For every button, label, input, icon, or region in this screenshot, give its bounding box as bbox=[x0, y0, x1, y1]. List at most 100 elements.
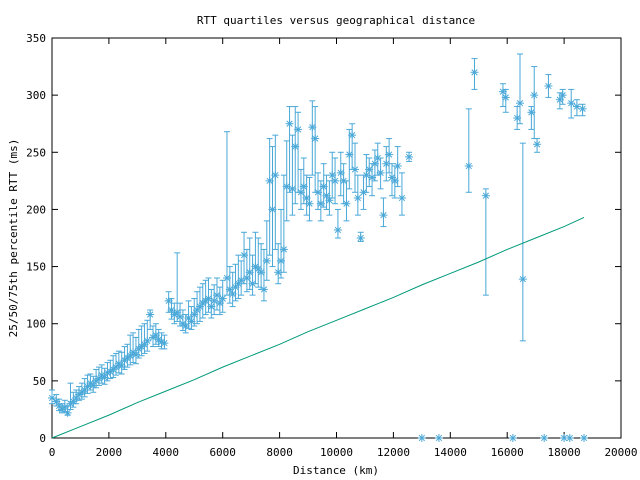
error-bar bbox=[223, 131, 230, 296]
median-point bbox=[518, 275, 527, 284]
median-point bbox=[516, 99, 525, 108]
median-point bbox=[311, 134, 320, 143]
y-tick-label: 100 bbox=[26, 318, 46, 331]
x-tick-label: 16000 bbox=[491, 446, 524, 459]
median-point bbox=[305, 199, 314, 208]
error-bar bbox=[275, 243, 282, 285]
error-bar bbox=[266, 138, 273, 256]
error-bar bbox=[280, 174, 287, 273]
median-point bbox=[245, 268, 254, 277]
zero-point bbox=[434, 434, 443, 442]
median-point bbox=[405, 152, 414, 161]
median-point bbox=[481, 191, 490, 200]
y-tick-label: 200 bbox=[26, 203, 46, 216]
y-tick-label: 250 bbox=[26, 146, 46, 159]
error-bar bbox=[519, 142, 526, 342]
median-point bbox=[225, 285, 234, 294]
y-axis-label: 25/50/75th percentile RTT (ms) bbox=[7, 139, 20, 338]
error-bar bbox=[138, 325, 145, 357]
error-bar bbox=[306, 176, 313, 222]
median-point bbox=[578, 104, 587, 113]
y-tick-label: 50 bbox=[33, 375, 46, 388]
x-tick-label: 10000 bbox=[320, 446, 353, 459]
median-point bbox=[160, 339, 169, 348]
median-point bbox=[237, 276, 246, 285]
median-point bbox=[48, 394, 56, 402]
median-point bbox=[331, 176, 340, 185]
median-point bbox=[385, 150, 394, 159]
median-point bbox=[336, 168, 345, 177]
error-bar bbox=[517, 53, 524, 125]
error-bar bbox=[286, 106, 293, 193]
median-point bbox=[285, 119, 294, 128]
median-point bbox=[308, 123, 317, 132]
zero-point bbox=[540, 434, 549, 442]
y-tick-label: 150 bbox=[26, 261, 46, 274]
error-bar bbox=[252, 231, 259, 285]
error-bar bbox=[482, 188, 489, 296]
median-point bbox=[353, 194, 362, 202]
x-tick-label: 18000 bbox=[548, 446, 581, 459]
median-point bbox=[397, 194, 406, 202]
median-point bbox=[393, 162, 402, 170]
error-bar bbox=[309, 100, 316, 176]
median-point bbox=[228, 290, 237, 298]
median-point bbox=[544, 82, 553, 90]
median-point bbox=[379, 211, 388, 220]
baseline-line bbox=[51, 216, 585, 439]
median-point bbox=[302, 194, 311, 202]
median-point bbox=[342, 199, 351, 208]
y-tick-label: 300 bbox=[26, 89, 46, 102]
error-bar bbox=[346, 128, 353, 190]
error-bar bbox=[292, 106, 299, 205]
data-marks bbox=[48, 53, 589, 442]
median-point bbox=[319, 182, 328, 191]
error-bar bbox=[283, 140, 290, 222]
error-bar bbox=[246, 237, 253, 290]
error-bar bbox=[289, 134, 296, 216]
median-point bbox=[143, 336, 152, 345]
median-point bbox=[63, 408, 72, 417]
chart-title: RTT quartiles versus geographical distan… bbox=[197, 14, 475, 27]
error-bar bbox=[263, 220, 270, 281]
error-bar bbox=[349, 123, 356, 170]
median-point bbox=[470, 68, 479, 77]
median-point bbox=[558, 91, 567, 100]
median-point bbox=[348, 131, 357, 140]
zero-point bbox=[565, 434, 574, 442]
x-tick-label: 4000 bbox=[153, 446, 180, 459]
median-point bbox=[294, 125, 303, 134]
median-point bbox=[464, 162, 473, 170]
median-point bbox=[146, 310, 155, 319]
zero-point bbox=[417, 434, 426, 442]
error-bar bbox=[235, 254, 242, 300]
median-point bbox=[501, 93, 510, 102]
error-bar bbox=[135, 328, 142, 359]
median-point bbox=[151, 331, 160, 340]
x-tick-label: 12000 bbox=[377, 446, 410, 459]
x-tick-label: 8000 bbox=[266, 446, 293, 459]
median-point bbox=[262, 256, 271, 265]
median-point bbox=[356, 234, 365, 242]
error-bar bbox=[272, 134, 279, 250]
x-tick-label: 2000 bbox=[96, 446, 123, 459]
error-bar bbox=[278, 208, 285, 279]
median-point bbox=[259, 285, 268, 294]
y-tick-label: 350 bbox=[26, 32, 46, 45]
median-point bbox=[333, 226, 342, 234]
x-tick-label: 6000 bbox=[209, 446, 236, 459]
median-point bbox=[376, 168, 385, 177]
x-axis-label: Distance (km) bbox=[293, 464, 379, 477]
y-tick-label: 0 bbox=[39, 432, 46, 445]
error-bar bbox=[255, 237, 262, 288]
error-bar bbox=[243, 248, 250, 293]
median-point bbox=[271, 171, 280, 180]
error-bar bbox=[232, 263, 239, 302]
error-bar bbox=[465, 108, 472, 193]
median-point bbox=[207, 302, 216, 311]
error-bar bbox=[295, 111, 302, 193]
zero-point bbox=[560, 434, 569, 442]
x-tick-label: 14000 bbox=[434, 446, 467, 459]
error-bar bbox=[312, 106, 319, 193]
median-point bbox=[530, 91, 539, 100]
